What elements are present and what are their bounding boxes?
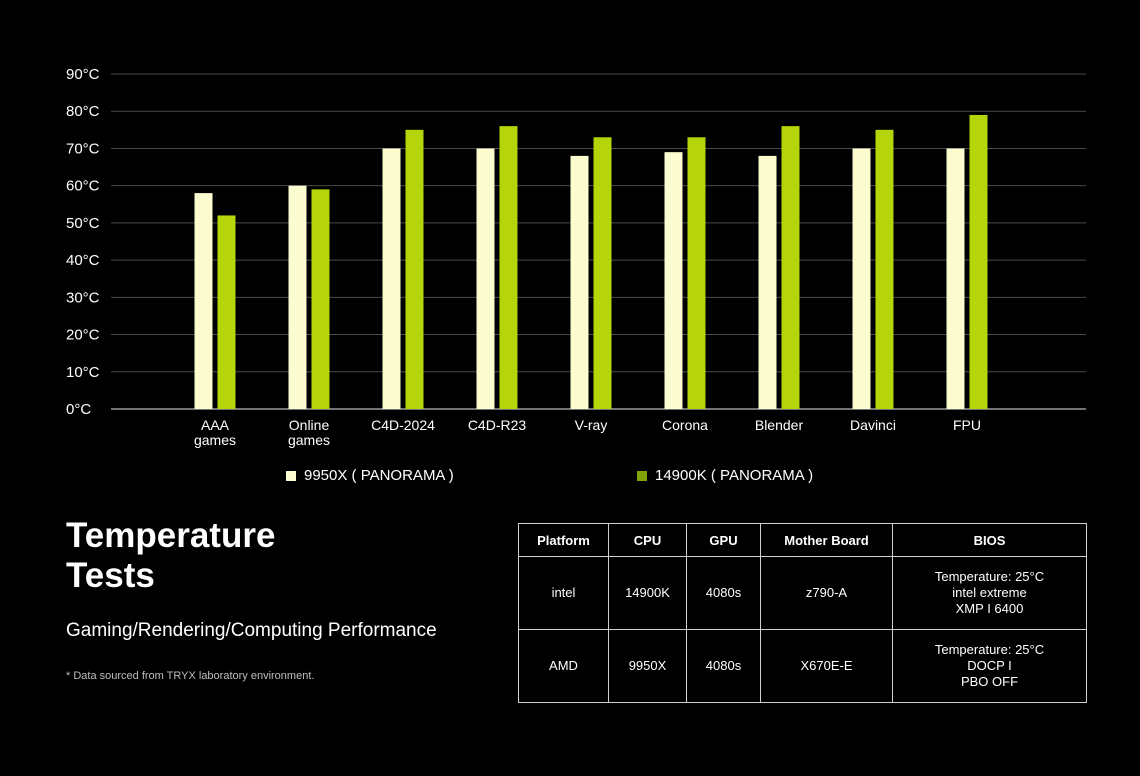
table-row: AMD 9950X 4080s X670E-E Temperature: 25°… xyxy=(518,629,1087,703)
cell-platform: intel xyxy=(518,556,609,630)
table-row: intel 14900K 4080s z790-A Temperature: 2… xyxy=(518,556,1087,630)
header-bios: BIOS xyxy=(892,523,1087,557)
x-tick-label: Blender xyxy=(755,417,804,433)
cell-bios: Temperature: 25°C intel extreme XMP I 64… xyxy=(892,556,1087,630)
subtitle: Gaming/Rendering/Computing Performance xyxy=(66,620,437,641)
cell-cpu: 9950X xyxy=(608,629,687,703)
cell-platform: AMD xyxy=(518,629,609,703)
bar-14900k xyxy=(405,129,424,410)
y-tick-label: 40°C xyxy=(66,252,100,269)
y-tick-label: 0°C xyxy=(66,401,91,418)
bar-14900k xyxy=(311,189,330,409)
legend-item-14900k: 14900K ( PANORAMA ) xyxy=(637,467,813,484)
cell-bios: Temperature: 25°C DOCP I PBO OFF xyxy=(892,629,1087,703)
header-platform: Platform xyxy=(518,523,609,557)
title-line-1: Temperature xyxy=(66,516,276,555)
x-tick-label: Online games xyxy=(288,417,330,448)
bar-9950x xyxy=(288,185,307,409)
bar-14900k xyxy=(687,137,706,409)
legend-swatch-9950x xyxy=(286,470,296,481)
y-tick-label: 60°C xyxy=(66,178,100,195)
y-tick-label: 30°C xyxy=(66,289,100,306)
x-tick-label: FPU xyxy=(953,417,981,433)
test-platform-table: Platform CPU GPU Mother Board BIOS intel… xyxy=(518,523,1087,703)
temperature-bar-chart: 0°C 10°C 20°C 30°C 40°C 50°C 60°C 70°C 80°C 90°C A… xyxy=(66,66,1086,448)
bar-14900k xyxy=(217,215,236,409)
cell-gpu: 4080s xyxy=(686,556,761,630)
bar-9950x xyxy=(194,193,213,409)
x-tick-label: C4D-R23 xyxy=(468,417,527,433)
bar-14900k xyxy=(875,129,894,410)
x-tick-label: Davinci xyxy=(850,417,896,433)
cell-mother-board: X670E-E xyxy=(760,629,893,703)
bar-9950x xyxy=(664,152,683,409)
title-line-2: Tests xyxy=(66,556,155,595)
bar-9950x xyxy=(852,148,871,409)
bar-14900k xyxy=(781,126,800,409)
page-title: Temperature Tests xyxy=(66,516,275,596)
bar-14900k xyxy=(499,126,518,409)
header-cpu: CPU xyxy=(608,523,687,557)
y-tick-label: 50°C xyxy=(66,215,100,232)
legend-label-14900k: 14900K ( PANORAMA ) xyxy=(655,467,814,484)
legend-label-9950x: 9950X ( PANORAMA ) xyxy=(304,467,454,484)
bar-9950x xyxy=(946,148,965,409)
bar-9950x xyxy=(758,155,777,409)
y-tick-label: 80°C xyxy=(66,103,100,120)
x-tick-label: Corona xyxy=(662,417,708,433)
x-tick-label: C4D-2024 xyxy=(371,417,435,433)
cell-gpu: 4080s xyxy=(686,629,761,703)
x-tick-label: AAA games xyxy=(194,417,236,448)
y-tick-label: 90°C xyxy=(66,66,100,83)
bar-9950x xyxy=(570,155,589,409)
footnote: * Data sourced from TRYX laboratory envi… xyxy=(66,670,315,682)
y-tick-label: 70°C xyxy=(66,140,100,157)
cell-mother-board: z790-A xyxy=(760,556,893,630)
bar-9950x xyxy=(476,148,495,409)
legend-item-9950x: 9950X ( PANORAMA ) xyxy=(286,467,454,484)
y-tick-label: 10°C xyxy=(66,364,100,381)
bar-14900k xyxy=(969,114,988,409)
cell-cpu: 14900K xyxy=(608,556,687,630)
bar-14900k xyxy=(593,137,612,409)
table-header-row: Platform CPU GPU Mother Board BIOS xyxy=(518,523,1087,557)
x-tick-label: V-ray xyxy=(575,417,608,433)
bar-9950x xyxy=(382,148,401,409)
header-mother-board: Mother Board xyxy=(760,523,893,557)
legend-swatch-14900k xyxy=(637,470,647,481)
y-tick-label: 20°C xyxy=(66,327,100,344)
header-gpu: GPU xyxy=(686,523,761,557)
